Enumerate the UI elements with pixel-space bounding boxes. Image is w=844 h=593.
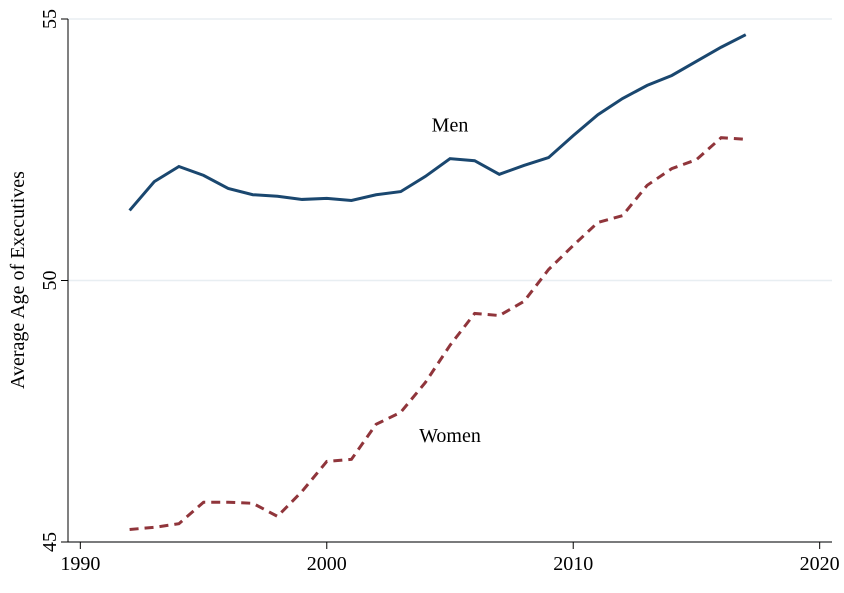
series-label: Women — [419, 425, 481, 447]
x-tick-label: 2020 — [800, 553, 840, 575]
x-tick-label: 1990 — [60, 553, 100, 575]
y-axis-label: Average Age of Executives — [7, 171, 29, 389]
series-line — [128, 33, 747, 212]
x-tick-label: 2010 — [553, 553, 593, 575]
y-tick-label: 50 — [39, 271, 61, 291]
y-tick-label: 55 — [39, 9, 61, 29]
series-line — [129, 136, 746, 531]
x-tick-label: 2000 — [307, 553, 347, 575]
y-tick-label: 45 — [39, 532, 61, 552]
series-label: Men — [432, 114, 469, 136]
